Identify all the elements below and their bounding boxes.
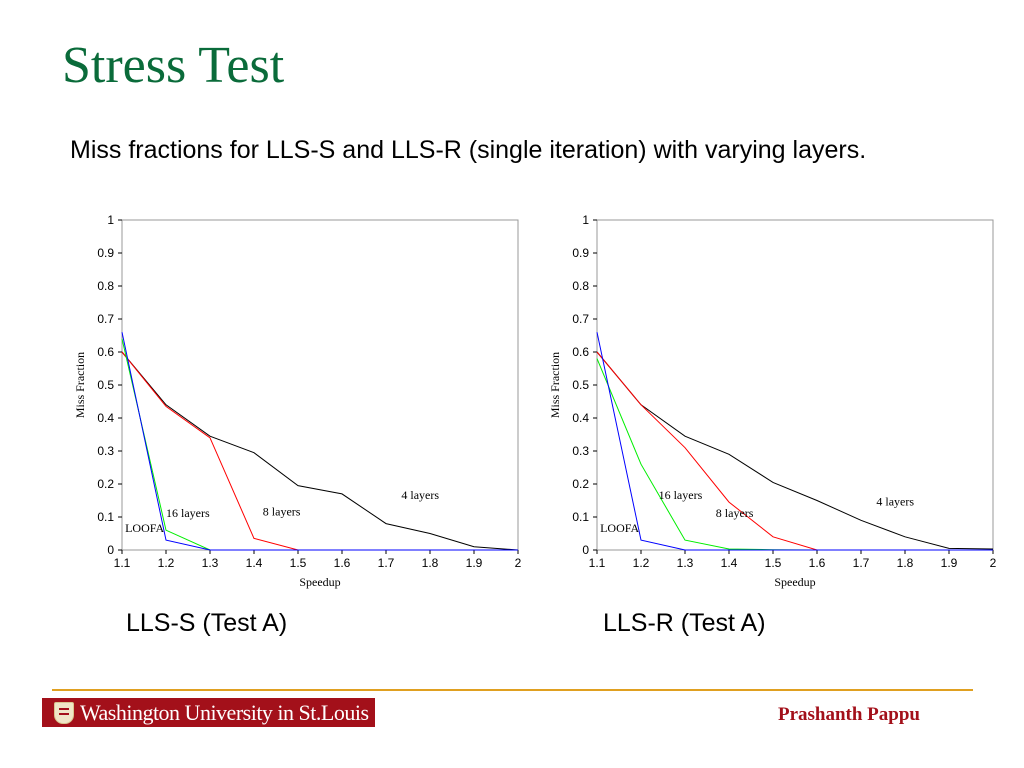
series-line-2 (596, 358, 993, 551)
y-tick-label: 0.5 (97, 378, 114, 392)
x-tick-label: 1.6 (809, 556, 826, 570)
y-tick-label: 0.4 (572, 411, 589, 425)
y-tick-label: 0.1 (97, 510, 114, 524)
author-name: Prashanth Pappu (777, 704, 920, 725)
y-tick-label: 0 (582, 543, 589, 557)
y-tick-label: 0.8 (97, 279, 114, 293)
y-tick-label: 0.7 (572, 312, 589, 326)
x-tick-label: 1.8 (897, 556, 914, 570)
y-tick-label: 0.7 (97, 312, 114, 326)
x-tick-label: 1.2 (158, 556, 175, 570)
y-tick-label: 1 (582, 213, 589, 227)
y-tick-label: 0.6 (572, 345, 589, 359)
series-line-0 (596, 351, 994, 550)
x-tick-label: 1.8 (422, 556, 439, 570)
footer-divider (52, 689, 973, 691)
series-annotation: 8 layers (263, 504, 301, 518)
x-tick-label: 2 (990, 556, 997, 570)
chart-caption-lls-r: LLS-R (Test A) (603, 609, 766, 637)
series-annotation: 16 layers (659, 488, 703, 502)
series-annotation: LOOFA (600, 521, 639, 535)
x-tick-label: 1.4 (246, 556, 263, 570)
x-tick-label: 1.3 (677, 556, 694, 570)
chart-lls-r: 0 0.1 0.2 0.3 0.4 0.5 0.6 0.7 0.8 0.9 1 1.1 1.2 1.3 1.… (548, 213, 997, 589)
chart-lls-s: 0 0.1 0.2 0.3 0.4 0.5 0.6 0.7 0.8 0.9 1 1.1 1.2 1.3 1.… (73, 213, 522, 589)
plot-frame (121, 219, 519, 551)
logo-text: Washington University in St.Louis (80, 699, 369, 725)
y-tick-label: 0.8 (572, 279, 589, 293)
y-axis-label: Miss Fraction (548, 352, 562, 418)
y-tick-label: 0.5 (572, 378, 589, 392)
x-tick-label: 1.1 (114, 556, 131, 570)
y-tick-label: 0.4 (97, 411, 114, 425)
x-tick-label: 1.6 (334, 556, 351, 570)
y-tick-label: 1 (107, 213, 114, 227)
series-annotation: 16 layers (166, 506, 210, 520)
y-tick-label: 0 (107, 543, 114, 557)
plot-frame (596, 219, 994, 551)
x-tick-label: 2 (515, 556, 522, 570)
x-tick-label: 1.5 (290, 556, 307, 570)
y-tick-label: 0.9 (572, 246, 589, 260)
y-tick-label: 0.2 (97, 477, 114, 491)
y-tick-label: 0.1 (572, 510, 589, 524)
x-axis-label: Speedup (299, 575, 340, 589)
x-tick-label: 1.5 (765, 556, 782, 570)
series-annotation: LOOFA (125, 521, 164, 535)
x-tick-label: 1.7 (853, 556, 870, 570)
series-line-1 (121, 351, 518, 551)
slide-subtitle: Miss fractions for LLS-S and LLS-R (sing… (70, 136, 867, 164)
y-tick-label: 0.3 (97, 444, 114, 458)
series-line-0 (121, 351, 519, 551)
x-axis-label: Speedup (774, 575, 815, 589)
series-line-1 (596, 351, 993, 551)
university-logo: Washington University in St.Louis (42, 698, 375, 727)
series-annotation: 8 layers (716, 506, 754, 520)
x-tick-label: 1.2 (633, 556, 650, 570)
x-tick-label: 1.7 (378, 556, 395, 570)
series-annotation: 4 layers (401, 488, 439, 502)
x-tick-label: 1.1 (589, 556, 606, 570)
y-tick-label: 0.2 (572, 477, 589, 491)
y-tick-label: 0.6 (97, 345, 114, 359)
series-annotation: 4 layers (876, 494, 914, 508)
x-tick-label: 1.3 (202, 556, 219, 570)
x-tick-label: 1.9 (466, 556, 483, 570)
series-line-3 (596, 332, 993, 551)
slide-title: Stress Test (62, 37, 285, 94)
series-line-3 (121, 332, 518, 551)
x-tick-label: 1.9 (941, 556, 958, 570)
y-tick-label: 0.3 (572, 444, 589, 458)
shield-icon (54, 701, 74, 724)
x-tick-label: 1.4 (721, 556, 738, 570)
y-tick-label: 0.9 (97, 246, 114, 260)
y-axis-label: Miss Fraction (73, 352, 87, 418)
chart-caption-lls-s: LLS-S (Test A) (126, 609, 288, 637)
